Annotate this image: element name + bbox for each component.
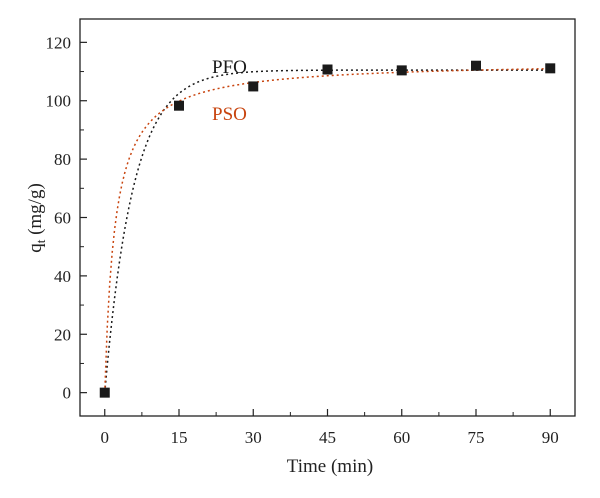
fit-curves [104,67,551,393]
y-label-unit: (mg/g) [25,183,46,239]
y-tick-label: 100 [46,92,72,111]
x-tick-label: 75 [468,428,485,447]
y-axis-label: qt (mg/g) [25,183,48,253]
curve-pfo [104,69,551,393]
data-point [248,81,259,92]
curve-pso [104,67,551,393]
series-label-pfo: PFO [212,57,247,78]
y-tick-label: 60 [54,209,71,228]
x-tick-label: 30 [245,428,262,447]
data-point [322,64,333,75]
data-point [545,63,556,74]
y-tick-label: 120 [46,33,72,52]
y-tick-label: 0 [63,384,72,403]
x-tick-label: 90 [542,428,559,447]
y-label-sub: t [33,239,48,243]
x-tick-label: 0 [101,428,110,447]
data-point [471,60,481,71]
x-tick-label: 45 [319,428,336,447]
y-tick-label: 20 [54,325,71,344]
x-tick-label: 15 [171,428,188,447]
data-markers [99,60,556,398]
y-tick-label: 40 [54,267,71,286]
x-tick-label: 60 [393,428,410,447]
y-tick-label: 80 [54,150,71,169]
data-point [396,65,407,76]
data-point [99,387,110,398]
y-label-main: q [25,243,46,253]
data-point [174,100,184,111]
axis-ticks: 0 15 30 45 60 75 90 0 20 40 60 80 100 120 [46,33,559,447]
series-label-pso: PSO [212,104,247,125]
x-axis-label: Time (min) [287,456,373,477]
plot-frame [79,18,576,417]
